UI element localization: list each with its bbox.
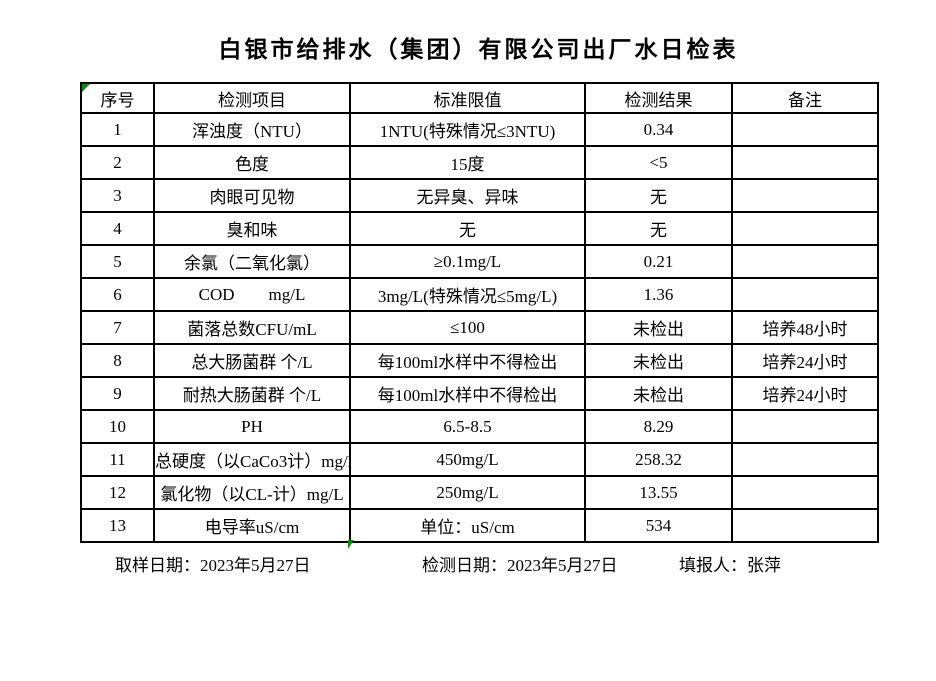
- cell-remark: [731, 409, 879, 444]
- cell-result: 无: [584, 178, 733, 213]
- cell-standard: 3mg/L(特殊情况≤5mg/L): [349, 277, 586, 312]
- cell-index: 1: [80, 112, 155, 147]
- cell-index: 7: [80, 310, 155, 345]
- cell-result: 0.34: [584, 112, 733, 147]
- cell-index: 12: [80, 475, 155, 510]
- cell-result: 未检出: [584, 376, 733, 411]
- table-row: 12 氯化物（以CL-计）mg/L 250mg/L 13.55: [80, 475, 879, 510]
- table-row: 6 COD mg/L 3mg/L(特殊情况≤5mg/L) 1.36: [80, 277, 879, 312]
- cell-index: 5: [80, 244, 155, 279]
- cell-remark: [731, 475, 879, 510]
- cell-item: 耐热大肠菌群 个/L: [153, 376, 351, 411]
- cell-remark: [731, 442, 879, 477]
- cell-result: 0.21: [584, 244, 733, 279]
- excel-bottom-marker-icon: [348, 540, 354, 549]
- reporter-label: 填报人：张萍: [679, 556, 781, 575]
- cell-standard: ≥0.1mg/L: [349, 244, 586, 279]
- cell-result: 1.36: [584, 277, 733, 312]
- header-cell-index: 序号: [80, 82, 155, 114]
- table-row: 4 臭和味无无: [80, 211, 879, 246]
- cell-standard: 单位：uS/cm: [349, 508, 586, 543]
- cell-item: 菌落总数CFU/mL: [153, 310, 351, 345]
- header-cell-result: 检测结果: [584, 82, 733, 114]
- cell-item: 总硬度（以CaCo3计）mg/L: [153, 442, 351, 477]
- table-row: 3 肉眼可见物 无异臭、异味无: [80, 178, 879, 213]
- cell-remark: [731, 244, 879, 279]
- cell-remark: [731, 145, 879, 180]
- cell-result: 13.55: [584, 475, 733, 510]
- cell-remark: 培养48小时: [731, 310, 879, 345]
- footer: 取样日期：2023年5月27日 检测日期：2023年5月27日 填报人：张萍: [0, 551, 936, 575]
- table-header-row: 序号 检测项目 标准限值 检测结果 备注: [80, 82, 879, 114]
- test-date-label: 检测日期：2023年5月27日: [422, 556, 618, 575]
- cell-index: 3: [80, 178, 155, 213]
- water-quality-table: 序号 检测项目 标准限值 检测结果 备注 1 浑浊度（NTU） 1NTU(特殊情况≤…: [80, 82, 879, 543]
- cell-result: <5: [584, 145, 733, 180]
- cell-item: PH: [153, 409, 351, 444]
- cell-remark: [731, 277, 879, 312]
- cell-standard: 无: [349, 211, 586, 246]
- cell-standard: 15度: [349, 145, 586, 180]
- header-cell-standard: 标准限值: [349, 82, 586, 114]
- cell-standard: 每100ml水样中不得检出: [349, 343, 586, 378]
- table-row: 9 耐热大肠菌群 个/L 每100ml水样中不得检出 未检出 培养24小时: [80, 376, 879, 411]
- table-row: 13 电导率uS/cm 单位：uS/cm 534: [80, 508, 879, 543]
- cell-remark: [731, 178, 879, 213]
- cell-index: 13: [80, 508, 155, 543]
- table-header: 序号 检测项目 标准限值 检测结果 备注: [80, 82, 879, 114]
- cell-standard: ≤100: [349, 310, 586, 345]
- cell-item: 臭和味: [153, 211, 351, 246]
- cell-standard: 每100ml水样中不得检出: [349, 376, 586, 411]
- cell-standard: 1NTU(特殊情况≤3NTU): [349, 112, 586, 147]
- cell-item: 浑浊度（NTU）: [153, 112, 351, 147]
- cell-standard: 无异臭、异味: [349, 178, 586, 213]
- header-cell-item: 检测项目: [153, 82, 351, 114]
- cell-item: 余氯（二氧化氯）: [153, 244, 351, 279]
- cell-result: 无: [584, 211, 733, 246]
- cell-result: 未检出: [584, 310, 733, 345]
- cell-index: 6: [80, 277, 155, 312]
- table-row: 10 PH 6.5-8.5 8.29: [80, 409, 879, 444]
- cell-result: 534: [584, 508, 733, 543]
- cell-result: 258.32: [584, 442, 733, 477]
- cell-remark: 培养24小时: [731, 376, 879, 411]
- table-row: 8 总大肠菌群 个/L 每100ml水样中不得检出 未检出 培养24小时: [80, 343, 879, 378]
- cell-standard: 450mg/L: [349, 442, 586, 477]
- cell-remark: [731, 508, 879, 543]
- cell-index: 9: [80, 376, 155, 411]
- cell-index: 11: [80, 442, 155, 477]
- table-row: 1 浑浊度（NTU） 1NTU(特殊情况≤3NTU) 0.34: [80, 112, 879, 147]
- cell-standard: 250mg/L: [349, 475, 586, 510]
- table-row: 7 菌落总数CFU/mL ≤100 未检出 培养48小时: [80, 310, 879, 345]
- header-cell-remark: 备注: [731, 82, 879, 114]
- cell-index: 10: [80, 409, 155, 444]
- cell-index: 8: [80, 343, 155, 378]
- cell-result: 8.29: [584, 409, 733, 444]
- cell-index: 4: [80, 211, 155, 246]
- cell-item: 肉眼可见物: [153, 178, 351, 213]
- cell-standard: 6.5-8.5: [349, 409, 586, 444]
- cell-item: 氯化物（以CL-计）mg/L: [153, 475, 351, 510]
- cell-item: 电导率uS/cm: [153, 508, 351, 543]
- cell-item: COD mg/L: [153, 277, 351, 312]
- cell-remark: 培养24小时: [731, 343, 879, 378]
- cell-remark: [731, 211, 879, 246]
- table-row: 2 色度 15度 <5: [80, 145, 879, 180]
- cell-result: 未检出: [584, 343, 733, 378]
- sampling-date-label: 取样日期：2023年5月27日: [115, 556, 311, 575]
- page-title: 白银市给排水（集团）有限公司出厂水日检表: [218, 37, 739, 62]
- cell-item: 总大肠菌群 个/L: [153, 343, 351, 378]
- table-row: 5 余氯（二氧化氯） ≥0.1mg/L 0.21: [80, 244, 879, 279]
- cell-index: 2: [80, 145, 155, 180]
- cell-item: 色度: [153, 145, 351, 180]
- table-body: 1 浑浊度（NTU） 1NTU(特殊情况≤3NTU) 0.34 2 色度 15度 <5 3 肉眼可…: [80, 112, 879, 543]
- table-row: 11 总硬度（以CaCo3计）mg/L 450mg/L 258.32: [80, 442, 879, 477]
- cell-remark: [731, 112, 879, 147]
